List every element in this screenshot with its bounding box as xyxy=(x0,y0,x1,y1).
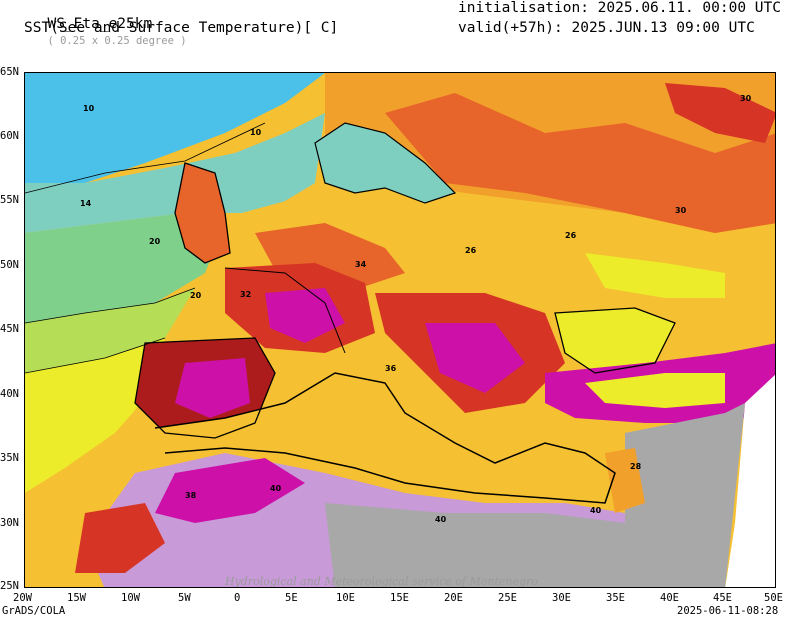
band-20 xyxy=(25,288,195,373)
lat-label-65n: 65N xyxy=(0,66,19,78)
valid-time: valid(+57h): 2025.JUN.13 09:00 UTC xyxy=(458,20,755,36)
alps-36 xyxy=(265,288,345,343)
lon-label-35e: 35E xyxy=(606,592,625,604)
lat-label-30n: 30N xyxy=(0,517,19,529)
contour-label-40: 40 xyxy=(270,484,282,493)
contour-label-34: 34 xyxy=(355,260,367,269)
lon-label-50e: 50E xyxy=(764,592,783,604)
contour-line-2 xyxy=(25,287,196,324)
contour-label-40c: 40 xyxy=(590,506,602,515)
uk-30 xyxy=(175,163,230,263)
band-26-atl xyxy=(25,433,135,587)
initialisation-time: initialisation: 2025.06.11. 00:00 UTC xyxy=(458,0,782,16)
contour-label-32: 32 xyxy=(240,290,251,299)
sst-map: 10 10 14 20 20 26 26 28 30 30 32 34 36 3… xyxy=(24,72,776,588)
band-10 xyxy=(25,73,325,193)
model-name: WS_Eta_e25km xyxy=(47,16,153,32)
lon-label-15e: 15E xyxy=(390,592,409,604)
grid-resolution: ( 0.25 x 0.25 degree ) xyxy=(47,35,187,47)
baltic-coastline xyxy=(314,122,457,204)
band-22 xyxy=(25,338,165,493)
contour-line-3 xyxy=(25,337,166,374)
footer-software: GrADS/COLA xyxy=(2,605,66,617)
border-line-1 xyxy=(224,267,346,354)
lon-label-20e: 20E xyxy=(444,592,463,604)
contour-label-20: 20 xyxy=(149,237,161,246)
lat-label-25n: 25N xyxy=(0,580,19,592)
lon-label-45e: 45E xyxy=(713,592,732,604)
contour-label-40b: 40 xyxy=(435,515,447,524)
lon-label-10w: 10W xyxy=(121,592,140,604)
band-14 xyxy=(25,113,325,233)
contour-label-30b: 30 xyxy=(740,94,752,103)
atlas-36 xyxy=(155,458,305,523)
contour-label-10: 10 xyxy=(83,104,95,113)
contour-line-1 xyxy=(25,122,266,194)
variable-title: SST(See and Surface Temperature)[ C] xyxy=(24,20,339,36)
lat-label-35n: 35N xyxy=(0,452,19,464)
mideast-nodata xyxy=(625,403,745,587)
med-coastline xyxy=(154,372,616,504)
anatolia-22 xyxy=(585,373,725,408)
lon-label-5e: 5E xyxy=(285,592,298,604)
contour-label-38: 38 xyxy=(185,491,197,500)
lon-label-30e: 30E xyxy=(552,592,571,604)
black-sea-coastline xyxy=(554,307,676,374)
balkans-36 xyxy=(425,323,525,393)
sahara-nodata xyxy=(325,503,625,587)
contour-label-26b: 26 xyxy=(565,231,577,240)
morocco-32 xyxy=(75,503,165,573)
watermark: Hydrological and Meteorological service … xyxy=(224,575,538,588)
uk-coastline xyxy=(174,162,231,264)
contour-label-28: 28 xyxy=(630,462,642,471)
iberia-coastline xyxy=(134,337,276,439)
lon-label-0: 0 xyxy=(234,592,241,604)
lat-label-55n: 55N xyxy=(0,194,19,206)
contour-label-14: 14 xyxy=(80,199,92,208)
ukraine-22 xyxy=(585,253,725,298)
lon-label-5w: 5W xyxy=(178,592,191,604)
contour-label-36: 36 xyxy=(385,364,397,373)
lat-label-45n: 45N xyxy=(0,323,19,335)
lat-label-50n: 50N xyxy=(0,259,19,271)
mediterranean-26 xyxy=(155,373,615,503)
russia-32 xyxy=(665,83,775,143)
iberia-36 xyxy=(175,358,250,418)
lon-label-20w: 20W xyxy=(13,592,32,604)
lon-label-40e: 40E xyxy=(660,592,679,604)
footer-timestamp: 2025-06-11-08:28 xyxy=(677,605,779,617)
lat-label-60n: 60N xyxy=(0,130,19,142)
contour-label-20b: 20 xyxy=(190,291,202,300)
lon-label-10e: 10E xyxy=(336,592,355,604)
contour-label-30: 30 xyxy=(675,206,687,215)
black-sea xyxy=(555,308,675,373)
lat-label-40n: 40N xyxy=(0,388,19,400)
north-europe-30 xyxy=(385,93,775,233)
lon-label-15w: 15W xyxy=(67,592,86,604)
contour-label-26: 26 xyxy=(465,246,477,255)
levant-28 xyxy=(605,448,645,513)
band-18 xyxy=(25,213,225,323)
outside-domain xyxy=(725,374,775,587)
contour-label-10b: 10 xyxy=(250,128,262,137)
baltic-sea xyxy=(315,123,455,203)
lon-label-25e: 25E xyxy=(498,592,517,604)
sst-map-svg: 10 10 14 20 20 26 26 28 30 30 32 34 36 3… xyxy=(25,73,775,588)
